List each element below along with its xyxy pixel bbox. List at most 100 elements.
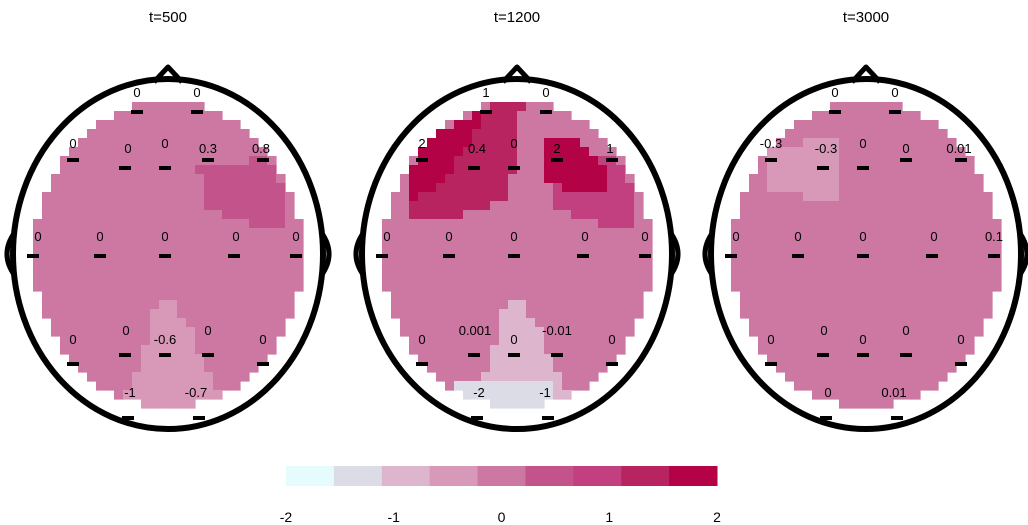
field-cell — [893, 372, 903, 382]
field-cell — [625, 174, 635, 184]
field-cell — [508, 255, 518, 265]
field-cell — [920, 219, 930, 229]
field-cell — [96, 201, 106, 211]
field-cell — [920, 192, 930, 202]
field-cell — [812, 345, 822, 355]
field-cell — [141, 237, 151, 247]
field-cell — [947, 264, 957, 274]
field-cell — [186, 210, 196, 220]
field-cell — [114, 228, 124, 238]
field-cell — [33, 237, 43, 247]
field-cell — [87, 255, 97, 265]
field-cell — [517, 219, 527, 229]
field-cell — [240, 255, 250, 265]
field-cell — [445, 255, 455, 265]
field-cell — [490, 345, 500, 355]
field-cell — [740, 309, 750, 319]
field-cell — [177, 291, 187, 301]
field-cell — [141, 120, 151, 130]
field-cell — [830, 102, 840, 112]
field-cell — [983, 210, 993, 220]
field-cell — [929, 201, 939, 211]
field-cell — [866, 102, 876, 112]
field-cell — [159, 318, 169, 328]
field-cell — [643, 273, 653, 283]
field-cell — [884, 318, 894, 328]
field-cell — [821, 354, 831, 364]
field-cell — [96, 219, 106, 229]
electrode-value-label: 0 — [232, 229, 239, 244]
electrode-value-label: -1 — [539, 385, 551, 400]
field-cell — [159, 228, 169, 238]
field-cell — [794, 138, 804, 148]
field-cell — [929, 363, 939, 373]
field-cell — [195, 147, 205, 157]
field-cell — [204, 210, 214, 220]
field-cell — [105, 273, 115, 283]
field-cell — [938, 300, 948, 310]
field-cell — [589, 336, 599, 346]
field-cell — [956, 264, 966, 274]
field-cell — [249, 327, 259, 337]
field-cell — [463, 201, 473, 211]
field-cell — [240, 273, 250, 283]
field-cell — [213, 264, 223, 274]
field-cell — [105, 156, 115, 166]
field-cell — [391, 309, 401, 319]
field-cell — [69, 336, 79, 346]
field-cell — [902, 291, 912, 301]
field-cell — [481, 291, 491, 301]
field-cell — [436, 246, 446, 256]
field-cell — [938, 237, 948, 247]
field-cell — [222, 363, 232, 373]
field-cell — [114, 345, 124, 355]
field-cell — [114, 192, 124, 202]
field-cell — [267, 327, 277, 337]
field-cell — [553, 390, 563, 400]
electrode-value-label: 0.3 — [199, 141, 217, 156]
field-cell — [490, 147, 500, 157]
field-cell — [553, 273, 563, 283]
electrode-marker — [577, 254, 589, 258]
field-cell — [168, 327, 178, 337]
field-cell — [830, 363, 840, 373]
field-cell — [938, 282, 948, 292]
field-cell — [517, 291, 527, 301]
field-cell — [418, 228, 428, 238]
field-cell — [454, 273, 464, 283]
field-cell — [866, 129, 876, 139]
field-cell — [767, 282, 777, 292]
field-cell — [204, 138, 214, 148]
field-cell — [168, 354, 178, 364]
field-cell — [60, 291, 70, 301]
left-ear-icon — [353, 230, 367, 278]
field-cell — [150, 210, 160, 220]
field-cell — [839, 381, 849, 391]
field-cell — [616, 318, 626, 328]
field-cell — [794, 327, 804, 337]
field-cell — [553, 174, 563, 184]
field-cell — [159, 183, 169, 193]
field-cell — [60, 246, 70, 256]
field-cell — [177, 237, 187, 247]
field-cell — [812, 201, 822, 211]
field-cell — [463, 300, 473, 310]
field-cell — [911, 111, 921, 121]
field-cell — [51, 246, 61, 256]
field-cell — [821, 390, 831, 400]
field-cell — [454, 381, 464, 391]
electrode-marker — [817, 166, 829, 170]
electrode-value-label: 0.01 — [881, 385, 906, 400]
field-cell — [123, 237, 133, 247]
field-cell — [499, 120, 509, 130]
field-cell — [544, 129, 554, 139]
field-cell — [956, 192, 966, 202]
field-cell — [848, 309, 858, 319]
field-cell — [857, 210, 867, 220]
field-cell — [463, 327, 473, 337]
field-cell — [580, 291, 590, 301]
field-cell — [195, 363, 205, 373]
field-cell — [69, 273, 79, 283]
field-cell — [177, 399, 187, 409]
field-cell — [562, 273, 572, 283]
